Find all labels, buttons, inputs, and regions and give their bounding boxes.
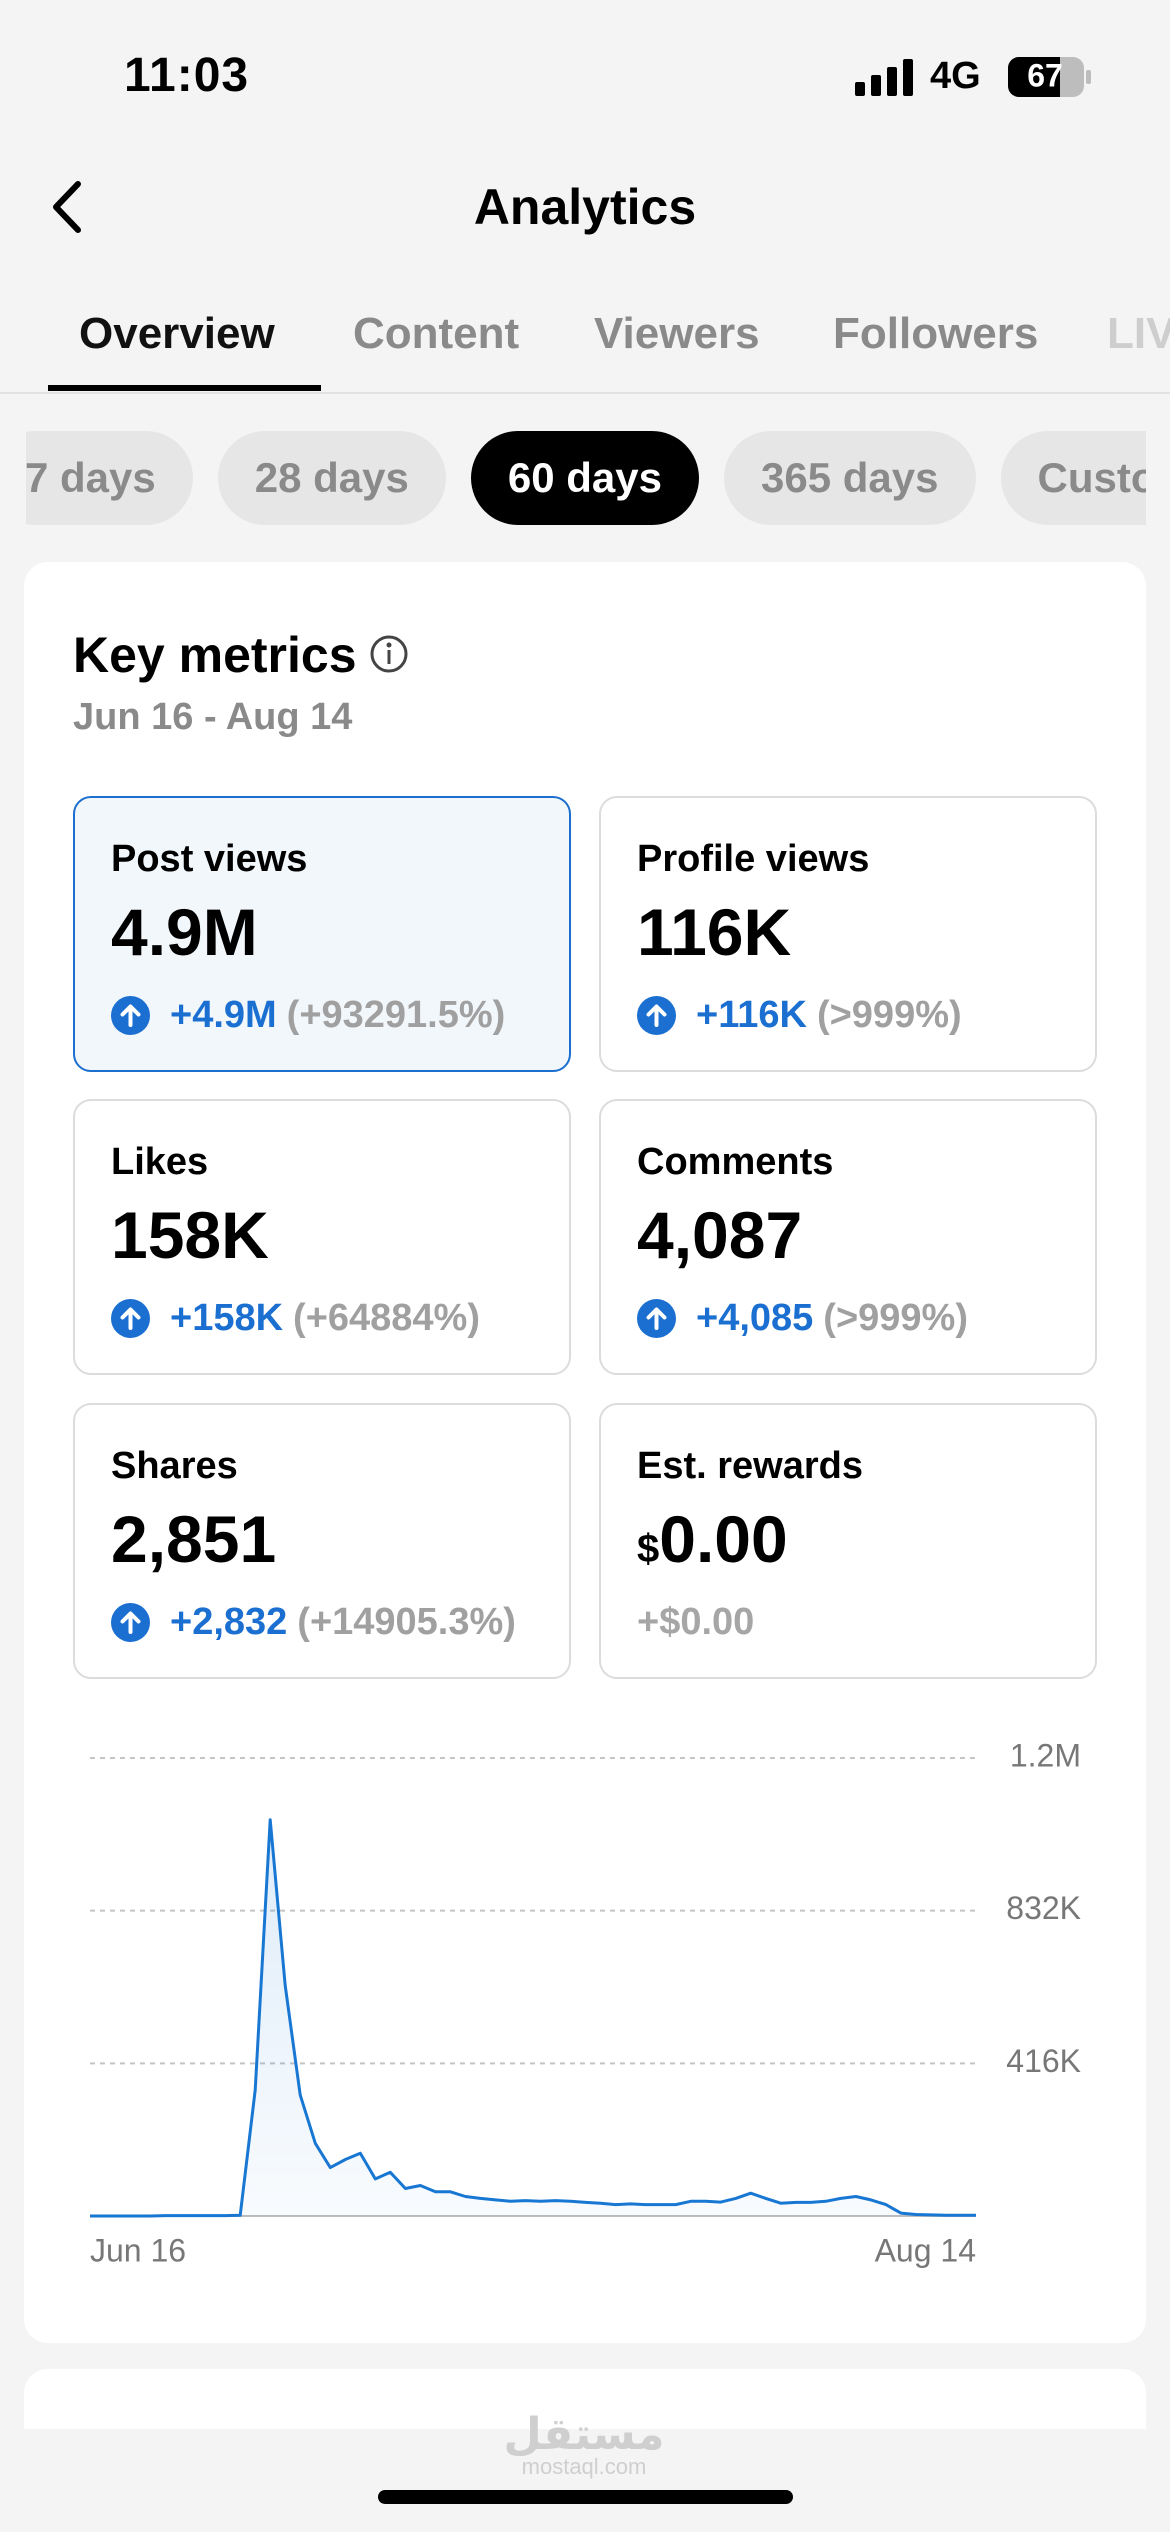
network-type: 4G [930, 55, 981, 97]
metric-currency: $ [637, 1527, 660, 1571]
tab-indicator [48, 385, 321, 391]
metric-change-pct: (>999%) [823, 1297, 968, 1339]
metric-tile[interactable]: Comments 4,087 +4,085 (>999%) [599, 1099, 1097, 1375]
tab[interactable]: LIVE [1107, 309, 1170, 358]
metric-value-text: 0.00 [659, 1502, 788, 1576]
section-title: Key metrics [73, 624, 413, 686]
period-pill[interactable]: 28 days [217, 431, 446, 525]
y-tick-label: 1.2M [1010, 1737, 1081, 1773]
area [90, 1819, 976, 2216]
metric-change: +158K (+64884%) [111, 1295, 480, 1341]
metric-change-value: +$0.00 [637, 1601, 755, 1643]
metric-label: Comments [637, 1141, 834, 1183]
metric-change-value: +4,085 [696, 1297, 814, 1339]
period-pill[interactable]: Custom [1000, 431, 1146, 525]
metric-change: +116K (>999%) [637, 992, 962, 1038]
metric-value-text: 4.9M [111, 895, 258, 969]
metric-change: +2,832 (+14905.3%) [111, 1599, 516, 1645]
back-button[interactable] [46, 176, 90, 238]
metric-change-pct: (>999%) [816, 994, 962, 1036]
y-tick-label: 416K [1006, 2043, 1081, 2079]
home-indicator [378, 2490, 793, 2504]
metric-value: 2,851 [111, 1500, 276, 1578]
watermark-latin: mostaql.com [521, 2454, 647, 2479]
period-pill[interactable]: 365 days [724, 431, 976, 525]
views-chart: 416K 832K 1.2M Jun 16 Aug 14 [90, 1737, 1081, 2268]
metric-tile[interactable]: Likes 158K +158K (+64884%) [73, 1099, 571, 1375]
status-time: 11:03 [124, 49, 250, 102]
trend-up-icon [111, 995, 150, 1035]
metric-change-pct: (+64884%) [293, 1297, 481, 1339]
metric-change-pct: (+14905.3%) [297, 1601, 516, 1643]
metric-value: $0.00 [637, 1500, 788, 1588]
icon-arrow [120, 1611, 141, 1634]
date-range: Jun 16 - Aug 14 [73, 696, 353, 738]
y-tick-label: 832K [1006, 1890, 1081, 1926]
tab[interactable]: Overview [79, 309, 275, 358]
trend-up-icon [637, 1298, 676, 1338]
icon-arrow [120, 1004, 141, 1027]
trend-up-icon [111, 1298, 150, 1338]
info-icon[interactable] [369, 632, 413, 676]
watermark-arabic: مستقل [503, 2409, 665, 2460]
battery-icon: 67 [1008, 57, 1091, 97]
metric-change-value: +2,832 [170, 1601, 288, 1643]
tab[interactable]: Content [353, 309, 520, 358]
tab[interactable]: Viewers [594, 309, 760, 358]
metric-label: Likes [111, 1141, 209, 1183]
trend-up-icon [111, 1602, 150, 1642]
metric-change-value: +116K [696, 994, 807, 1036]
section-title-text: Key metrics [73, 627, 357, 683]
metric-value-text: 116K [637, 895, 792, 969]
period-pill[interactable]: 7 days [26, 431, 193, 525]
metric-change-value: +158K [170, 1297, 284, 1339]
icon-arrow [646, 1004, 667, 1027]
metric-tile[interactable]: Post views 4.9M +4.9M (+93291.5%) [73, 796, 571, 1072]
x-tick-label: Jun 16 [90, 2232, 186, 2268]
metric-change-value: +4.9M [170, 994, 277, 1036]
period-pill[interactable]: 60 days [470, 431, 700, 525]
metric-tile[interactable]: Profile views 116K +116K (>999%) [599, 796, 1097, 1072]
metric-label: Profile views [637, 838, 870, 880]
tab[interactable]: Followers [833, 309, 1039, 358]
metric-value-text: 2,851 [111, 1502, 277, 1576]
x-tick-label: Aug 14 [875, 2232, 976, 2268]
metric-label: Shares [111, 1445, 238, 1487]
tab-divider [0, 392, 1170, 394]
battery-level: 67 [1027, 57, 1063, 93]
metric-label: Est. rewards [637, 1445, 863, 1487]
icon-arrow [646, 1307, 667, 1330]
metric-value-text: 158K [111, 1198, 269, 1272]
metric-tile[interactable]: Est. rewards $0.00 +$0.00 [599, 1403, 1097, 1679]
signal-icon [855, 59, 913, 96]
page-title: Analytics [473, 179, 697, 235]
metric-change: +$0.00 [637, 1599, 754, 1645]
metric-tile[interactable]: Shares 2,851 +2,832 (+14905.3%) [73, 1403, 571, 1679]
metric-value: 4.9M [111, 893, 258, 971]
icon-arrow [120, 1307, 141, 1330]
trend-up-icon [637, 995, 676, 1035]
metric-value: 158K [111, 1196, 269, 1274]
metric-change-pct: (+93291.5%) [286, 994, 506, 1036]
period-list: 7 days 28 days 60 days 365 days Custom [26, 431, 1146, 525]
metric-value-text: 4,087 [637, 1198, 803, 1272]
period-selector: 7 days 28 days 60 days 365 days Custom [26, 431, 1146, 525]
line [90, 1818, 976, 2218]
metric-value: 4,087 [637, 1196, 802, 1274]
metric-change: +4,085 (>999%) [637, 1295, 968, 1341]
metric-change: +4.9M (+93291.5%) [111, 992, 505, 1038]
next-card [24, 2369, 1146, 2429]
metric-value: 116K [637, 893, 791, 971]
metric-label: Post views [111, 838, 308, 880]
